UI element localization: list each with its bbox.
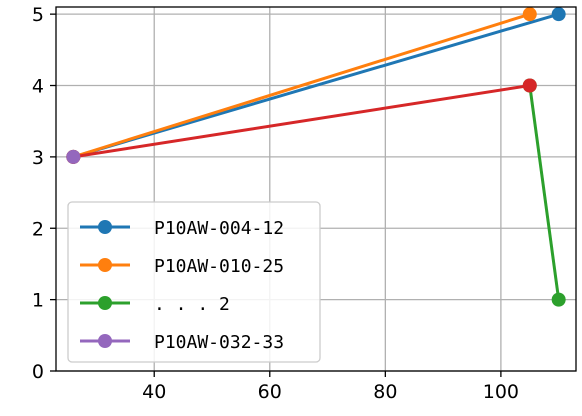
legend-label: P10AW-004-12 [154, 218, 284, 239]
y-tick-label: 1 [32, 290, 44, 312]
legend-marker [98, 296, 112, 310]
legend-marker [98, 334, 112, 348]
x-tick-label: 40 [142, 381, 166, 403]
series-lines [66, 7, 566, 307]
axis-ticks: 40 60 80 100 0 1 2 3 4 5 [32, 4, 519, 403]
data-point [551, 7, 566, 22]
x-tick-label: 60 [258, 381, 282, 403]
legend-marker [98, 220, 112, 234]
legend: P10AW-004-12 P10AW-010-25 . . . 2 P10AW-032… [67, 201, 321, 363]
legend-box [67, 201, 321, 363]
x-tick-label: 100 [483, 381, 519, 403]
x-tick-label: 80 [373, 381, 397, 403]
data-point [522, 7, 537, 22]
legend-label: . . . 2 [154, 294, 230, 315]
data-point [551, 292, 566, 307]
series-line [528, 85, 561, 300]
series-line [72, 12, 531, 159]
y-tick-label: 3 [32, 147, 44, 169]
plot-frame [55, 6, 577, 372]
legend-label: P10AW-010-25 [154, 256, 284, 277]
series-line [73, 84, 531, 159]
data-point [522, 78, 537, 93]
y-tick-label: 2 [32, 218, 44, 240]
y-tick-label: 0 [32, 361, 44, 383]
legend-label: P10AW-032-33 [154, 332, 284, 353]
y-tick-label: 4 [32, 76, 44, 98]
data-point [66, 149, 81, 164]
legend-marker [98, 258, 112, 272]
y-tick-label: 5 [32, 4, 44, 26]
